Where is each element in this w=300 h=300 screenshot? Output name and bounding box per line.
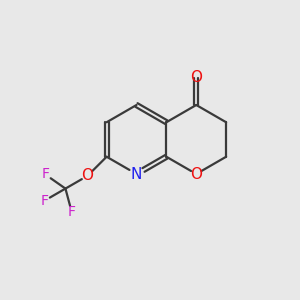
Text: F: F — [68, 206, 76, 219]
Text: F: F — [41, 167, 49, 182]
Text: N: N — [131, 167, 142, 182]
Text: O: O — [82, 168, 94, 183]
Text: F: F — [40, 194, 48, 208]
Text: O: O — [190, 70, 202, 86]
Text: O: O — [190, 167, 202, 182]
